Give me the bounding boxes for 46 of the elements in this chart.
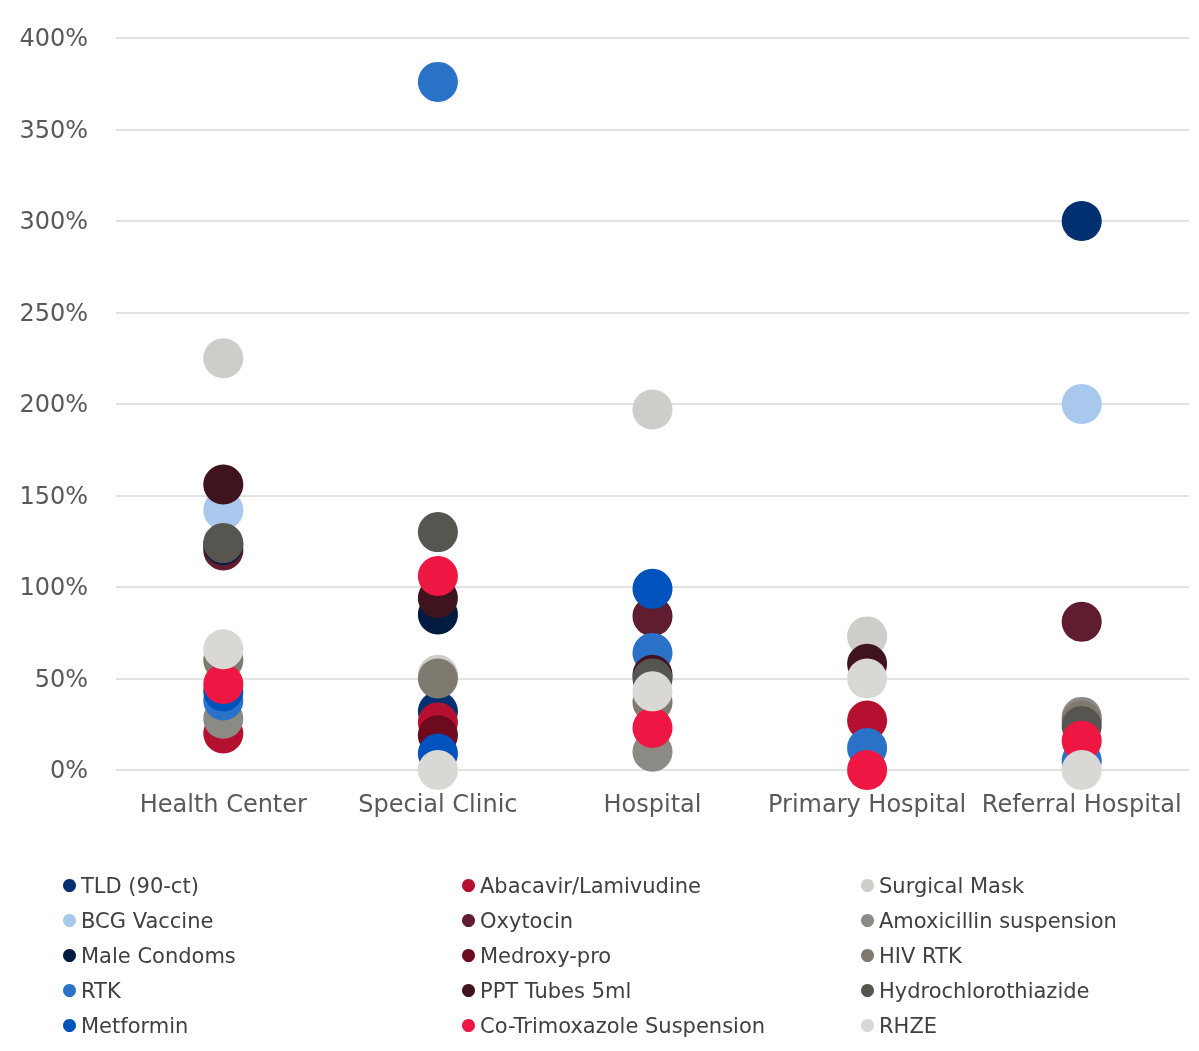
x-tick-label: Primary Hospital	[767, 790, 967, 818]
point	[632, 707, 673, 748]
y-tick-label: 0%	[49, 756, 88, 784]
legend-label: RHZE	[879, 1013, 938, 1038]
legend-label: Surgical Mask	[879, 873, 1025, 898]
y-tick-label: 400%	[19, 24, 88, 52]
point	[203, 464, 244, 505]
point	[1061, 601, 1102, 642]
point	[417, 556, 458, 597]
point	[847, 658, 888, 699]
y-tick-label: 50%	[34, 664, 88, 693]
x-tick-label: Referral Hospital	[981, 790, 1182, 818]
point	[1061, 384, 1102, 424]
legend-label: Amoxicillin suspension	[879, 908, 1117, 933]
point	[847, 750, 888, 790]
legend-label: RTK	[81, 978, 122, 1003]
y-tick-label: 150%	[19, 481, 88, 510]
legend-label: Metformin	[81, 1013, 189, 1038]
point	[203, 338, 244, 379]
legend-label: HIV RTK	[879, 943, 963, 968]
legend-label: TLD (90-ct)	[80, 873, 199, 898]
point	[417, 750, 458, 790]
y-tick-label: 100%	[19, 573, 88, 601]
legend-label: Male Condoms	[81, 943, 236, 968]
x-tick-label: Health Center	[139, 790, 308, 818]
point	[417, 61, 458, 102]
legend-label: Hydrochlorothiazide	[879, 978, 1090, 1003]
y-tick-label: 250%	[19, 298, 88, 327]
legend-label: Abacavir/Lamivudine	[480, 873, 701, 898]
point	[632, 389, 673, 430]
x-tick-label: Special Clinic	[358, 790, 518, 818]
legend-label: PPT Tubes 5ml	[480, 978, 632, 1003]
legend-label: Co-Trimoxazole Suspension	[480, 1013, 766, 1038]
point	[632, 671, 673, 712]
point	[203, 629, 244, 670]
legend-label: Medroxy-pro	[480, 943, 612, 968]
point	[1061, 201, 1102, 241]
point	[203, 664, 244, 704]
legend-label: Oxytocin	[480, 908, 574, 933]
y-tick-label: 200%	[19, 390, 88, 418]
x-tick-label: Hospital	[603, 790, 702, 818]
legend-label: BCG Vaccine	[81, 908, 214, 933]
y-tick-label: 350%	[19, 115, 88, 144]
point	[632, 568, 673, 609]
point	[417, 512, 458, 553]
y-tick-label: 300%	[19, 207, 88, 235]
